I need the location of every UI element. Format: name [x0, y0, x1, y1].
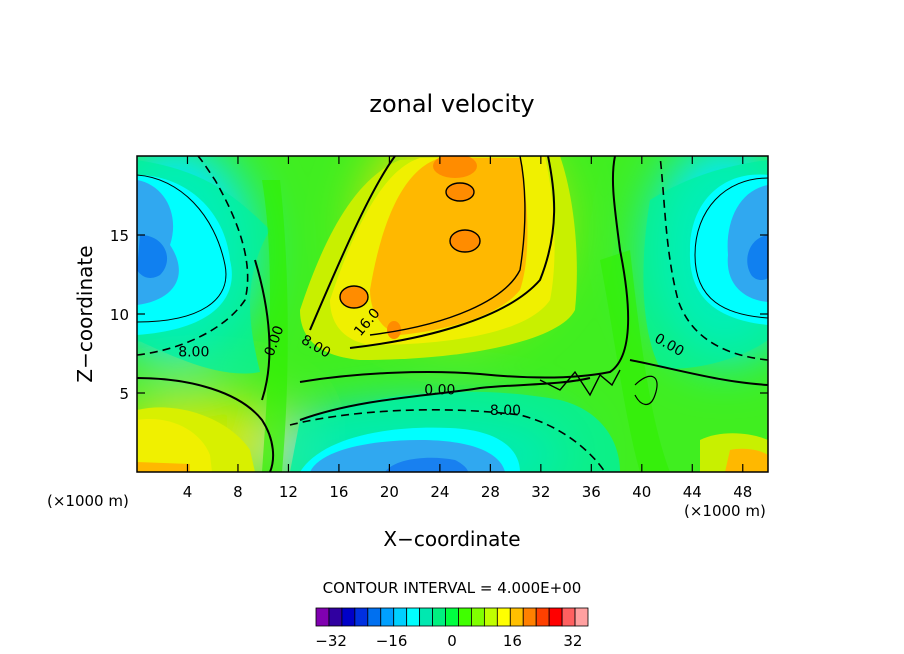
color-bar-swatch: [445, 607, 459, 627]
y-tick-label: 15: [110, 227, 129, 245]
color-bar-swatch: [328, 607, 343, 627]
x-tick-label: 8: [233, 483, 243, 501]
x-unit-left-label: (×1000 m): [47, 492, 129, 510]
color-bar-swatch: [471, 607, 485, 627]
color-bar-swatch: [548, 607, 563, 627]
color-bar-swatch: [380, 607, 395, 627]
velocity-field: [137, 156, 768, 472]
color-bar-swatch: [522, 607, 537, 627]
color-bar-swatch: [483, 607, 498, 627]
color-bar-tick-label: 32: [563, 632, 582, 650]
y-tick-label: 10: [110, 306, 129, 324]
color-bar-swatch: [315, 607, 330, 627]
color-bar-tick-label: 16: [503, 632, 522, 650]
x-tick-label: 4: [183, 483, 193, 501]
color-bar-swatch: [432, 607, 446, 627]
x-axis-ticks: 4 8 12 16 20 24 28 32 36 40 44 48: [183, 156, 752, 501]
contour-label: 8.00: [178, 345, 209, 361]
x-tick-label: 44: [683, 483, 702, 501]
x-tick-label: 40: [632, 483, 651, 501]
x-tick-label: 48: [733, 483, 752, 501]
color-bar-tick-label: 0: [447, 632, 457, 650]
x-tick-label: 36: [582, 483, 601, 501]
x-tick-label: 28: [481, 483, 500, 501]
color-bar-swatch: [419, 607, 433, 627]
x-tick-label: 32: [531, 483, 550, 501]
x-unit-right-label: (×1000 m): [684, 502, 766, 520]
color-bar-tick-label: −16: [376, 632, 408, 650]
color-bar-labels: −32 −16 0 16 32: [315, 632, 582, 650]
x-tick-label: 24: [430, 483, 449, 501]
color-bar-swatch: [406, 607, 421, 627]
contour-interval-text: CONTOUR INTERVAL = 4.000E+00: [323, 579, 582, 597]
y-axis-title: Z−coordinate: [73, 245, 97, 382]
color-bar-swatch: [535, 607, 550, 627]
color-bar-swatch: [354, 607, 369, 627]
color-bar-swatch: [496, 607, 511, 627]
contour-label: 0.00: [424, 383, 455, 399]
y-axis-ticks: 5 10 15: [110, 227, 768, 403]
color-bar-swatch: [509, 607, 524, 627]
contour-lines: [137, 156, 768, 472]
color-bar-swatch: [574, 607, 589, 627]
x-tick-label: 12: [279, 483, 298, 501]
color-bar-swatch: [341, 607, 356, 627]
color-bar: [315, 607, 589, 627]
color-bar-swatch: [458, 607, 472, 627]
x-axis-title: X−coordinate: [383, 527, 520, 551]
color-bar-swatch: [561, 607, 576, 627]
y-tick-label: 5: [119, 385, 129, 403]
x-tick-label: 20: [380, 483, 399, 501]
chart-title: zonal velocity: [369, 90, 534, 118]
color-bar-swatch: [393, 607, 408, 627]
color-bar-swatch: [367, 607, 382, 627]
x-tick-label: 16: [329, 483, 348, 501]
color-bar-tick-label: −32: [315, 632, 347, 650]
contour-label: 8.00: [490, 403, 521, 419]
